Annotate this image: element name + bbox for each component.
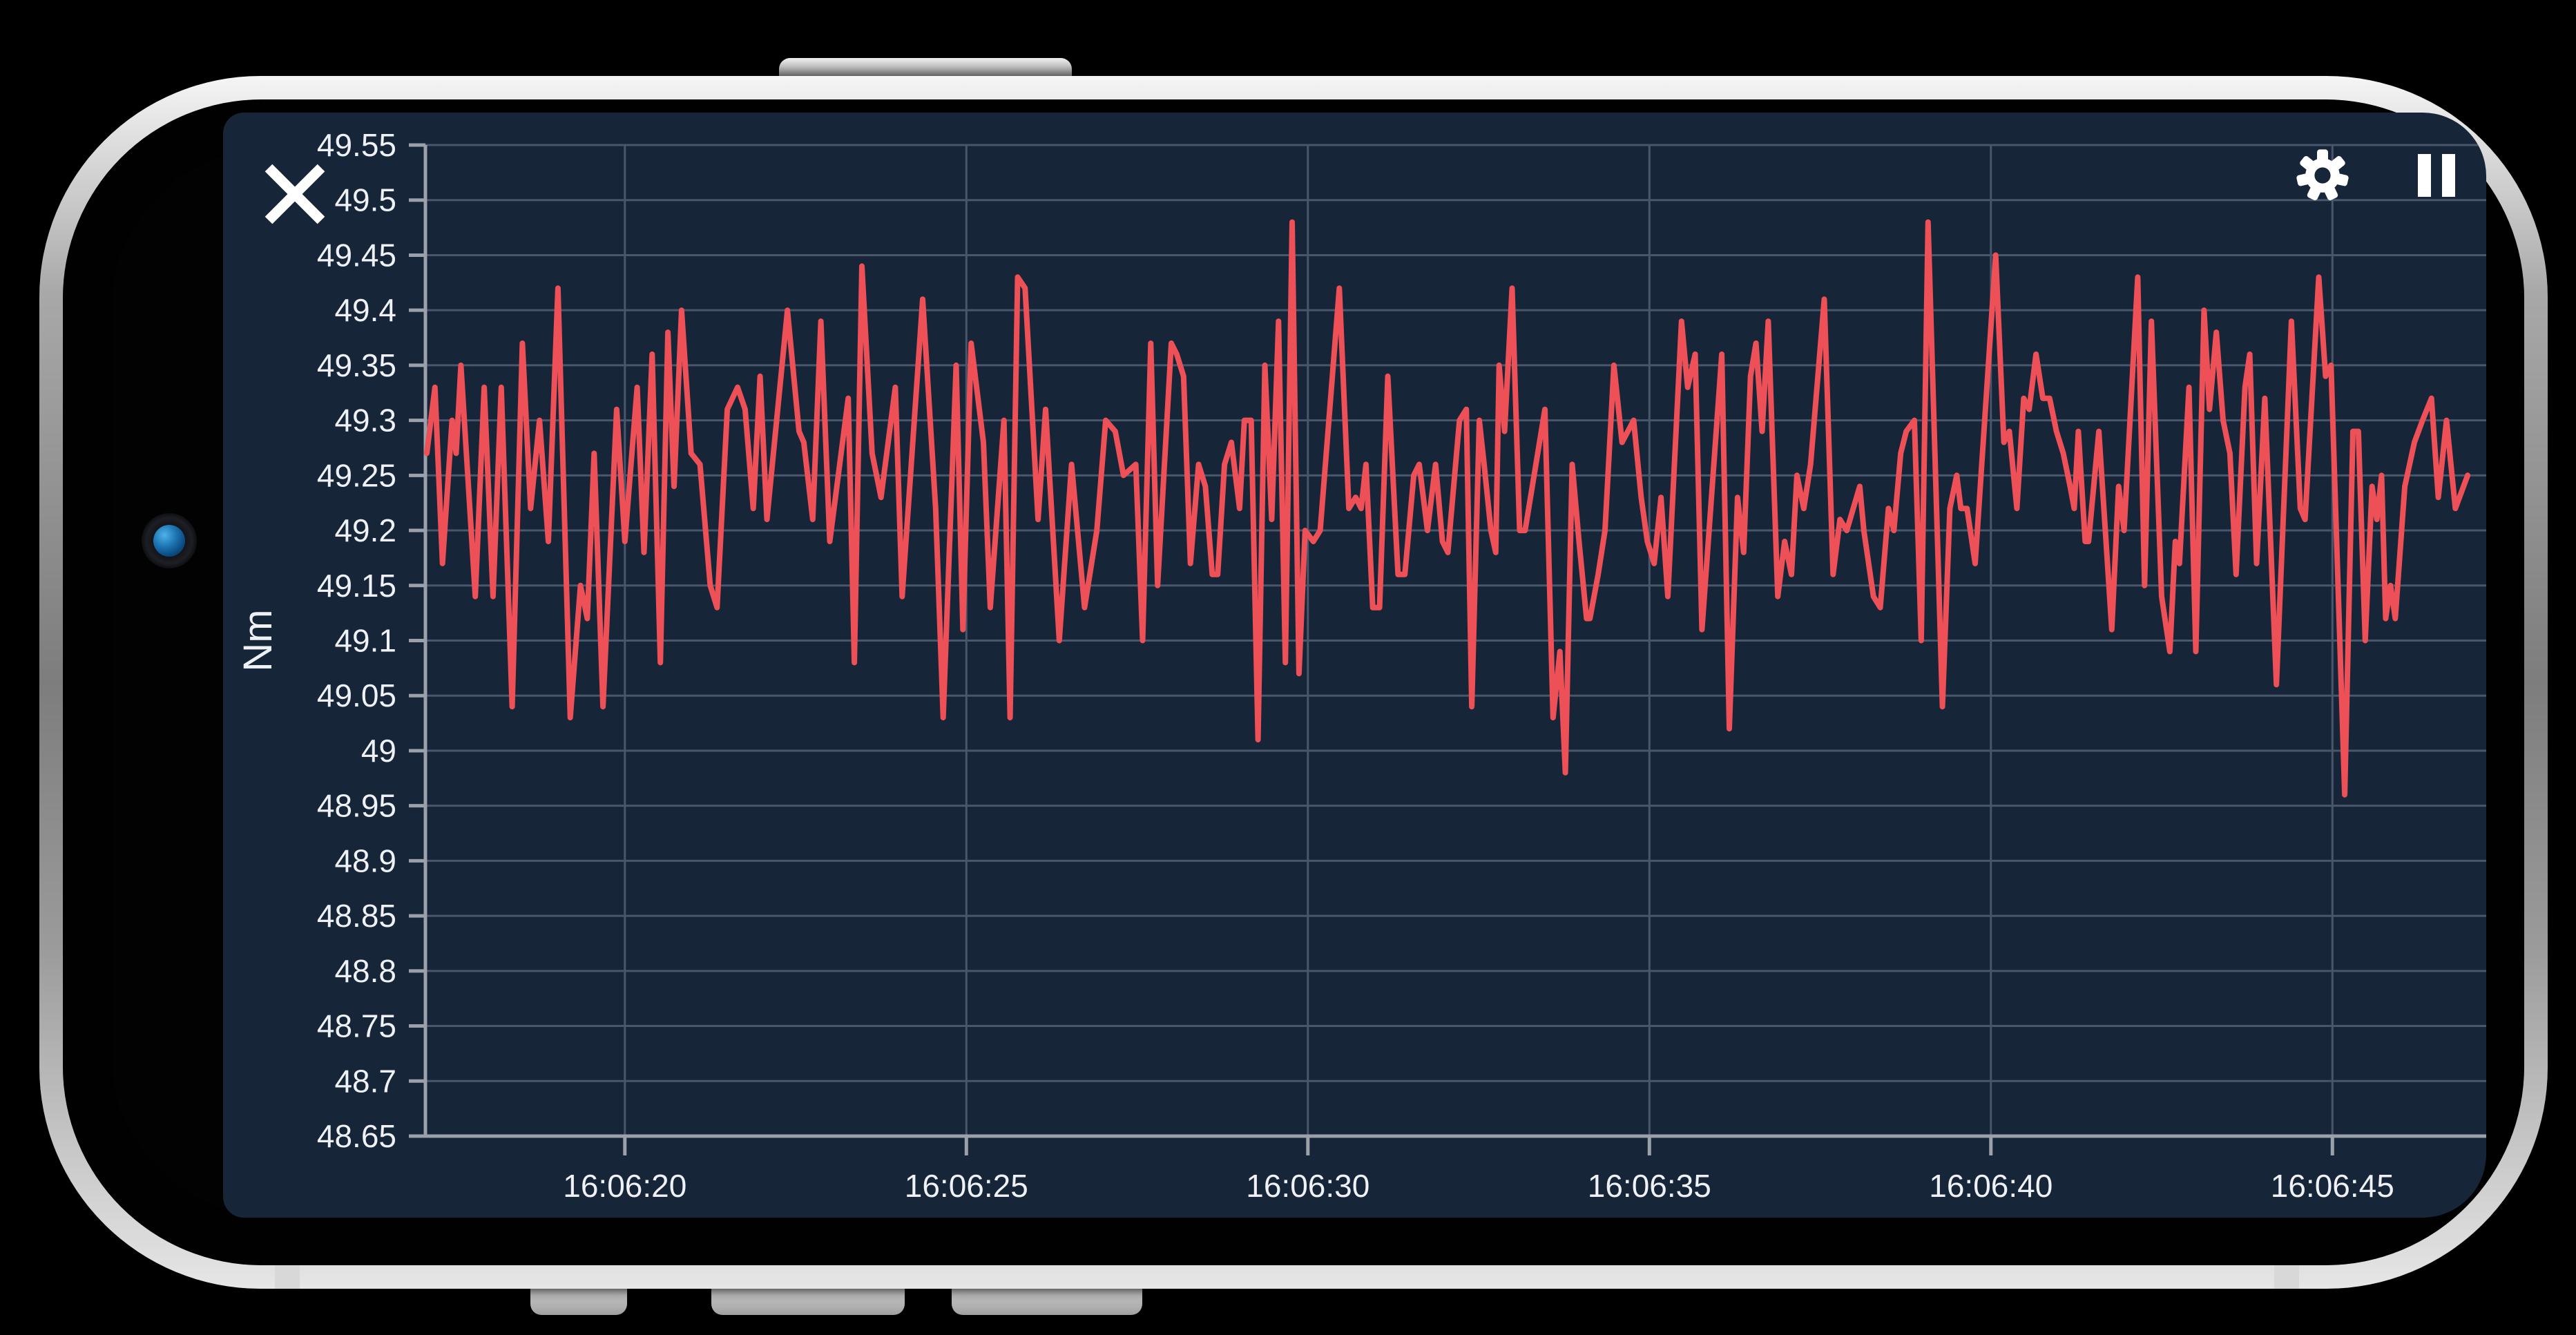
- x-tick-label: 16:06:35: [1588, 1168, 1711, 1204]
- y-tick-label: 49.45: [317, 237, 396, 273]
- y-tick-label: 49.5: [334, 182, 396, 218]
- y-tick-label: 49.05: [317, 678, 396, 713]
- chart-svg[interactable]: 48.65 48.7 48.75 48.8 48.85 48.9 48.95 49 49.05 4…: [223, 113, 2486, 1218]
- antenna-seam-left: [275, 1265, 300, 1289]
- y-tick-label: 48.65: [317, 1118, 396, 1154]
- y-tick-label: 49.35: [317, 347, 396, 383]
- y-tick-label: 49.4: [334, 292, 396, 328]
- y-tick-label: 48.75: [317, 1008, 396, 1044]
- y-tick-label: 48.9: [334, 843, 396, 878]
- pause-icon: [2442, 154, 2455, 197]
- gear-hole: [2314, 167, 2331, 184]
- y-tick-label: 49.15: [317, 568, 396, 604]
- x-tick-label: 16:06:20: [563, 1168, 686, 1204]
- pause-icon: [2418, 154, 2431, 197]
- close-icon: [265, 164, 325, 224]
- y-tick-label: 49: [361, 733, 396, 769]
- x-tick-label: 16:06:25: [905, 1168, 1028, 1204]
- y-tick-label: 48.8: [334, 953, 396, 989]
- y-tick-label: 48.7: [334, 1063, 396, 1099]
- y-tick-label: 49.1: [334, 623, 396, 659]
- y-tick-label: 48.85: [317, 898, 396, 934]
- y-tick-label: 48.95: [317, 788, 396, 824]
- y-tick-label: 49.25: [317, 457, 396, 493]
- camera-lens-icon: [153, 525, 185, 557]
- x-tick-label: 16:06:30: [1246, 1168, 1369, 1204]
- y-tick-label: 49.3: [334, 403, 396, 439]
- y-axis-unit-label: Nm: [236, 609, 280, 671]
- y-tick-label: 49.55: [317, 127, 396, 163]
- settings-button[interactable]: [2295, 147, 2350, 204]
- series-line: [424, 219, 2471, 798]
- x-tick-label: 16:06:45: [2271, 1168, 2394, 1204]
- antenna-seam-right: [2274, 1265, 2299, 1289]
- x-tick-label: 16:06:40: [1929, 1168, 2053, 1204]
- front-camera: [142, 513, 197, 568]
- close-button[interactable]: [263, 162, 327, 226]
- gear-icon: [2296, 149, 2349, 201]
- app-screen: 48.65 48.7 48.75 48.8 48.85 48.9 48.95 49 49.05 4…: [223, 113, 2486, 1218]
- y-tick-label: 49.2: [334, 512, 396, 548]
- pause-button[interactable]: [2418, 154, 2455, 197]
